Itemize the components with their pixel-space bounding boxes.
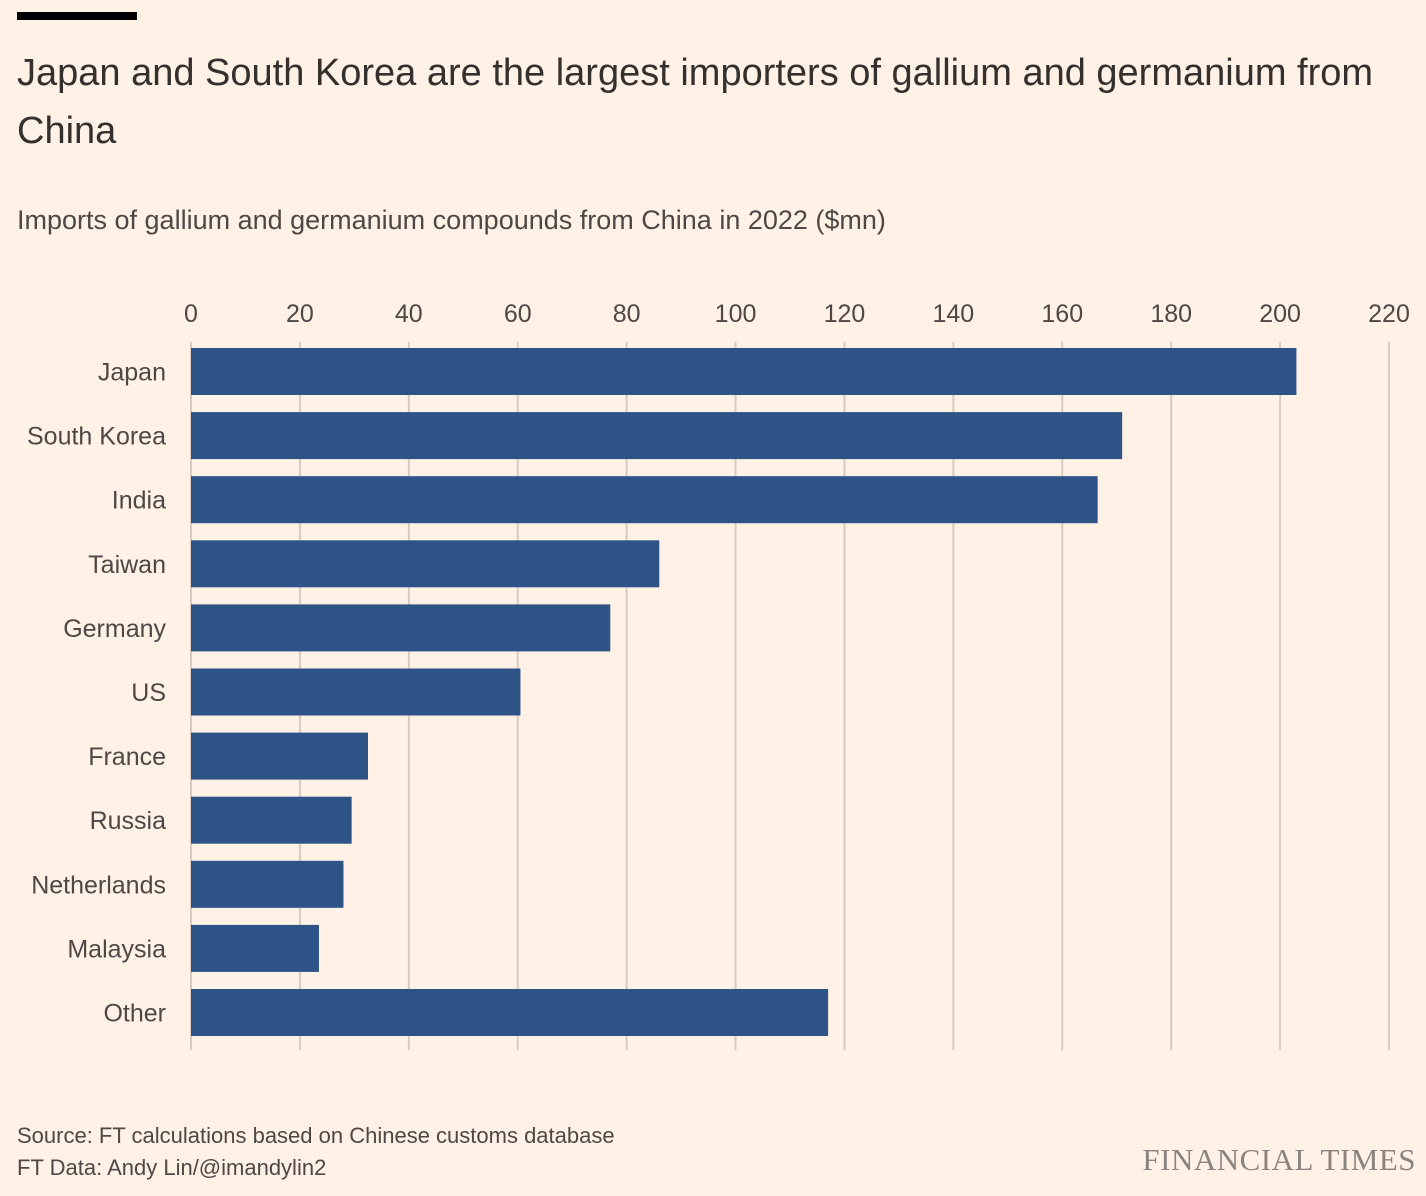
x-tick-label: 160 <box>1041 300 1083 328</box>
bar <box>191 604 611 652</box>
gridlines <box>190 342 1390 1050</box>
category-label: Other <box>103 1000 166 1028</box>
category-label: Malaysia <box>67 935 166 963</box>
ft-logo: FINANCIAL TIMES <box>1142 1142 1416 1177</box>
x-tick-label: 140 <box>933 300 975 328</box>
x-tick-label: 80 <box>613 300 641 328</box>
category-label: Russia <box>90 807 167 835</box>
x-tick-label: 100 <box>715 300 757 328</box>
bar <box>191 796 352 844</box>
x-tick-label: 120 <box>824 300 866 328</box>
category-label: South Korea <box>27 423 166 451</box>
category-label: France <box>88 743 166 771</box>
x-tick-label: 0 <box>184 300 198 328</box>
category-label: Taiwan <box>88 551 166 579</box>
bar <box>191 860 344 908</box>
bar <box>191 924 319 972</box>
bar <box>191 668 521 716</box>
category-label: India <box>112 487 166 515</box>
category-label: Germany <box>63 615 166 643</box>
category-label: US <box>131 679 166 707</box>
top-rule <box>17 12 137 20</box>
category-label: Netherlands <box>31 871 166 899</box>
x-tick-label: 220 <box>1368 300 1410 328</box>
chart-subtitle: Imports of gallium and germanium compoun… <box>17 205 886 235</box>
bar <box>191 348 1297 395</box>
source-note: Source: FT calculations based on Chinese… <box>17 1120 615 1184</box>
x-tick-label: 20 <box>286 300 314 328</box>
bar <box>191 989 829 1036</box>
source-text: Source: FT calculations based on Chinese… <box>17 1123 615 1148</box>
credit-text: FT Data: Andy Lin/@imandylin2 <box>17 1155 327 1180</box>
x-tick-label: 180 <box>1150 300 1192 328</box>
x-tick-label: 40 <box>395 300 423 328</box>
bars <box>191 348 1297 1036</box>
category-label: Japan <box>98 359 166 387</box>
bar-chart: 0 20 40 60 80 100 120 140 160 180 200 220 Japan Sout… <box>27 300 1410 1050</box>
chart-title: Japan and South Korea are the largest im… <box>17 52 1374 152</box>
x-tick-label: 60 <box>504 300 532 328</box>
category-labels: Japan South Korea India Taiwan Germany US Fran… <box>27 359 166 1028</box>
x-tick-label: 200 <box>1259 300 1301 328</box>
x-axis-tick-labels: 0 20 40 60 80 100 120 140 160 180 200 220 <box>184 300 1410 328</box>
bar <box>191 476 1098 524</box>
bar <box>191 412 1123 460</box>
bar <box>191 540 660 588</box>
bar <box>191 732 368 780</box>
